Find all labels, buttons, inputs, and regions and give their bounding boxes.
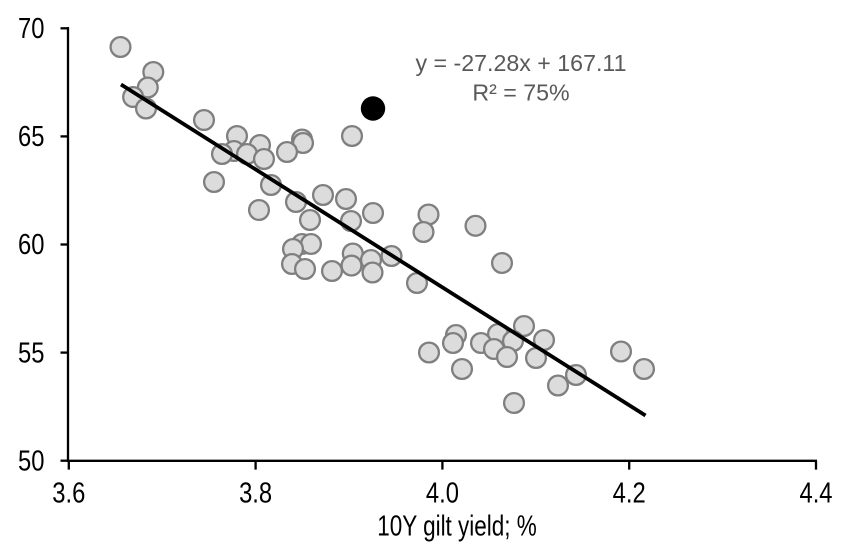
svg-text:4.4: 4.4 xyxy=(799,476,832,509)
svg-text:4.0: 4.0 xyxy=(426,476,459,509)
svg-text:3.8: 3.8 xyxy=(239,476,272,509)
svg-text:4.2: 4.2 xyxy=(613,476,646,509)
svg-text:R² = 75%: R² = 75% xyxy=(472,80,569,106)
svg-text:10Y gilt yield; %: 10Y gilt yield; % xyxy=(377,511,537,542)
svg-text:3.6: 3.6 xyxy=(52,476,85,509)
svg-text:60: 60 xyxy=(18,228,44,261)
svg-text:70: 70 xyxy=(18,12,44,45)
svg-text:y = -27.28x + 167.11: y = -27.28x + 167.11 xyxy=(416,50,627,76)
svg-text:50: 50 xyxy=(18,444,44,477)
svg-text:65: 65 xyxy=(18,120,44,153)
svg-text:55: 55 xyxy=(18,336,44,369)
